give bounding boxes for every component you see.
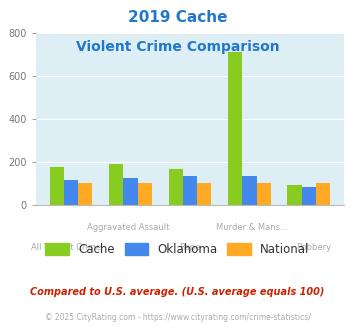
Bar xyxy=(316,183,330,205)
Bar xyxy=(228,52,242,205)
Bar xyxy=(183,176,197,205)
Bar xyxy=(138,183,152,205)
Bar xyxy=(64,180,78,205)
Bar xyxy=(242,176,257,205)
Bar xyxy=(50,167,64,205)
Bar xyxy=(78,183,92,205)
Text: Murder & Mans...: Murder & Mans... xyxy=(216,223,288,232)
Legend: Cache, Oklahoma, National: Cache, Oklahoma, National xyxy=(39,237,316,262)
Text: All Violent Crime: All Violent Crime xyxy=(31,243,102,251)
Text: Robbery: Robbery xyxy=(296,243,331,251)
Bar xyxy=(257,183,271,205)
Bar xyxy=(197,183,211,205)
Text: Rape: Rape xyxy=(179,243,201,251)
Text: Violent Crime Comparison: Violent Crime Comparison xyxy=(76,40,279,53)
Text: Aggravated Assault: Aggravated Assault xyxy=(87,223,169,232)
Text: Compared to U.S. average. (U.S. average equals 100): Compared to U.S. average. (U.S. average … xyxy=(30,287,325,297)
Bar xyxy=(169,169,183,205)
Bar xyxy=(302,187,316,205)
Bar xyxy=(109,164,123,205)
Bar xyxy=(288,185,302,205)
Text: © 2025 CityRating.com - https://www.cityrating.com/crime-statistics/: © 2025 CityRating.com - https://www.city… xyxy=(45,314,310,322)
Bar xyxy=(123,178,138,205)
Text: 2019 Cache: 2019 Cache xyxy=(128,10,227,25)
